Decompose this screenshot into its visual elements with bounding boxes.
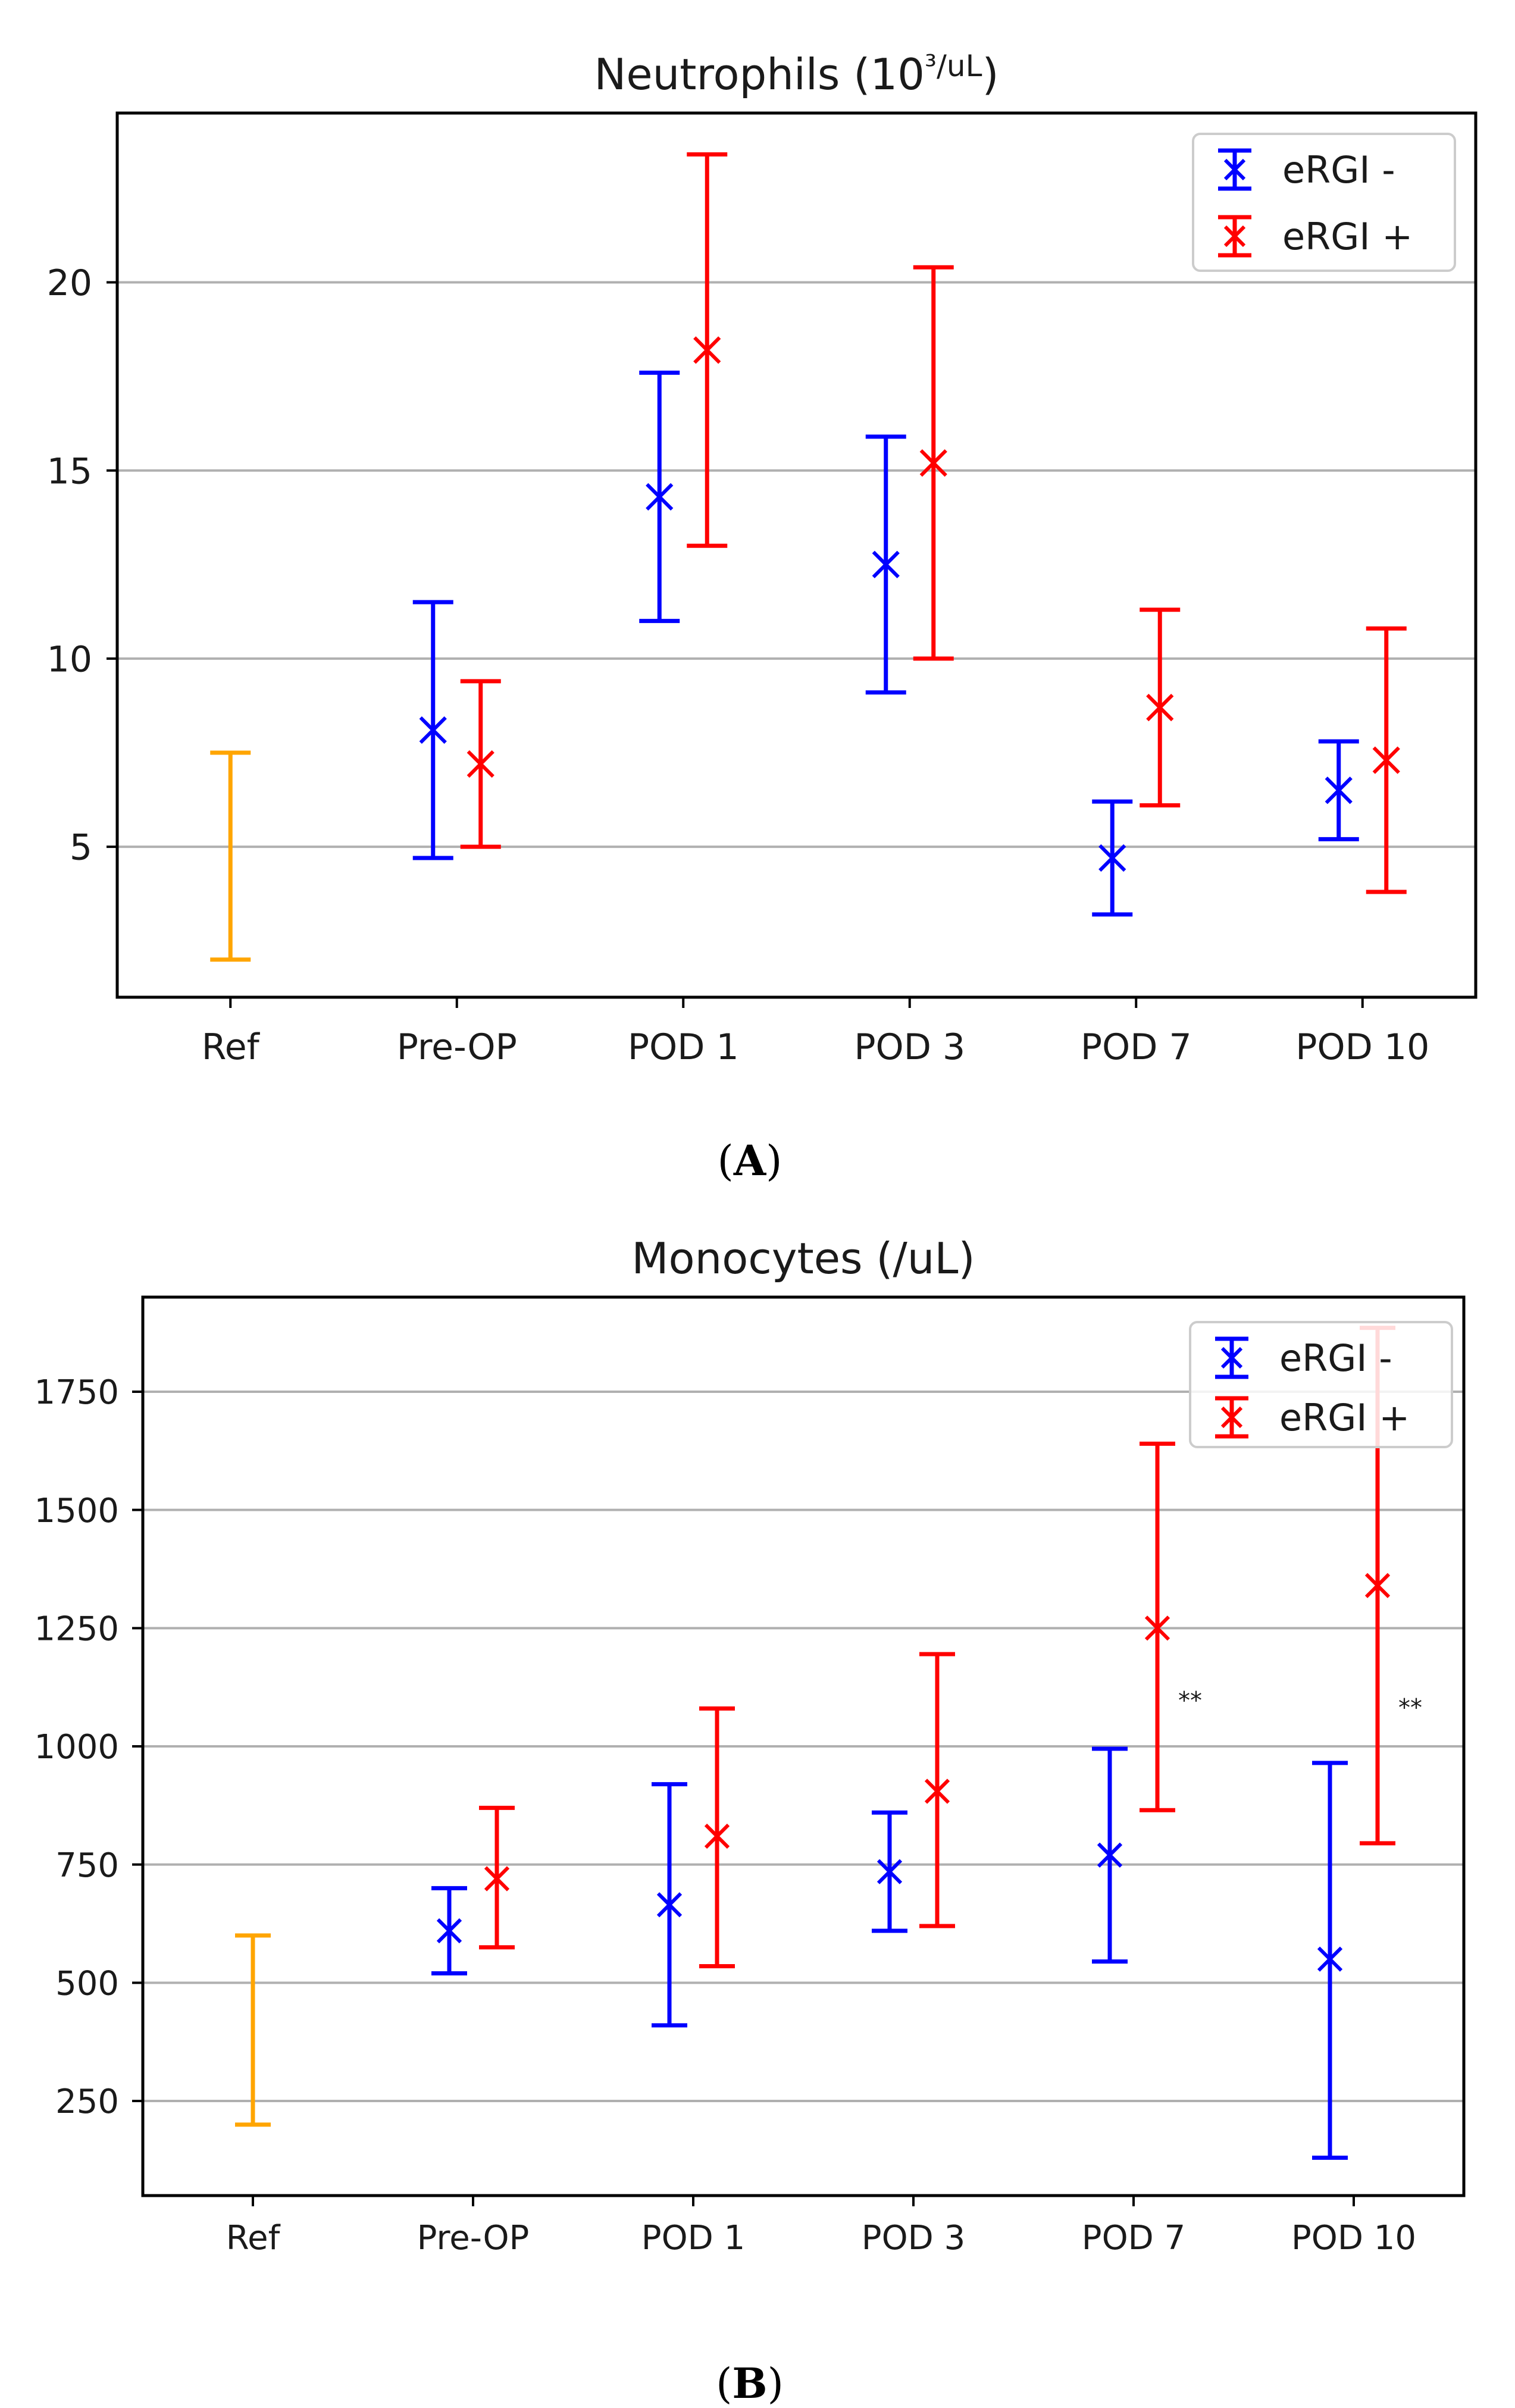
ergi-neg-point-stroke-b <box>1098 844 1126 872</box>
ergi-pos-point <box>1372 746 1400 774</box>
ergi-neg-point <box>877 1859 903 1884</box>
y-tick-label: 5 <box>70 827 92 869</box>
x-tick-label: POD 10 <box>1291 2219 1416 2257</box>
plot-frame <box>141 1295 1466 2197</box>
ergi-neg-point <box>436 1918 462 1944</box>
x-tick-label: POD 3 <box>862 2219 965 2257</box>
y-tick-label: 1250 <box>34 1609 119 1648</box>
ergi-neg-point-stroke-b <box>877 1859 903 1884</box>
caption-close: ) <box>768 2359 784 2408</box>
chart-title: Neutrophils (10³/uL) <box>594 49 998 99</box>
ergi-neg-point-stroke-b <box>646 483 674 511</box>
legend-label: eRGI + <box>1279 1396 1410 1439</box>
y-tick-label: 250 <box>55 2083 119 2121</box>
x-tick-label: Pre-OP <box>417 2219 530 2257</box>
y-tick-label: 1000 <box>34 1728 119 1767</box>
x-tick-label: POD 1 <box>641 2219 745 2257</box>
chart-title-close: ) <box>982 49 998 99</box>
y-tick-label: 20 <box>47 262 92 304</box>
ergi-pos-point-stroke-b <box>1364 1573 1391 1598</box>
ergi-pos-point-stroke-b <box>1372 746 1400 774</box>
ergi-pos-point-stroke-b <box>484 1866 510 1892</box>
ergi-pos-point <box>693 336 721 364</box>
chart-monocytes: Monocytes (/uL) 250 500 750 1000 1250 1500 1750… <box>34 1233 1466 2408</box>
significance-annotation: ** <box>1398 1694 1422 1721</box>
ergi-pos-point <box>467 750 494 778</box>
plot-frame <box>115 111 1478 999</box>
ergi-neg-point <box>656 1892 683 1918</box>
ergi-pos-point-stroke-b <box>1144 1615 1170 1641</box>
ergi-pos-point-stroke-b <box>1146 693 1174 722</box>
ergi-pos-point-stroke-b <box>693 336 721 364</box>
ergi-neg-point-stroke-b <box>656 1892 683 1918</box>
caption-open: ( <box>718 1136 734 1185</box>
ergi-pos-point-stroke-b <box>704 1823 730 1849</box>
ergi-pos-point <box>484 1866 510 1892</box>
chart-neutrophils: Neutrophils (10³/uL) 5 10 15 20 Ref Pre-OP POD … <box>47 49 1478 1185</box>
x-tick-label: POD 3 <box>854 1026 965 1068</box>
y-tick-label: 15 <box>47 450 92 492</box>
y-tick-label: 500 <box>55 1965 119 2003</box>
ergi-neg-point-stroke-b <box>419 716 447 744</box>
ergi-neg-point <box>419 716 447 744</box>
x-tick-label: Ref <box>226 2219 281 2257</box>
ergi-neg-point-stroke-b <box>1325 776 1353 804</box>
x-tick-label: POD 1 <box>628 1026 739 1068</box>
ergi-neg-point-stroke-b <box>872 550 900 578</box>
ergi-neg-point-stroke-b <box>1317 1946 1343 1972</box>
caption-letter: B <box>732 2359 767 2408</box>
ergi-neg-point <box>1097 1842 1123 1868</box>
y-tick-label: 10 <box>47 638 92 680</box>
caption-close: ) <box>766 1136 782 1185</box>
ergi-neg-point <box>872 550 900 578</box>
panel-caption: (A) <box>718 1136 782 1185</box>
ergi-pos-point-stroke-b <box>467 750 494 778</box>
ergi-pos-point-stroke-b <box>924 1778 950 1804</box>
chart-title-text: Monocytes (/uL) <box>631 1233 975 1283</box>
legend-label: eRGI - <box>1279 1336 1392 1380</box>
legend-label: eRGI - <box>1282 148 1395 192</box>
ergi-pos-point <box>924 1778 950 1804</box>
ergi-pos-point <box>1144 1615 1170 1641</box>
ergi-pos-point <box>704 1823 730 1849</box>
legend-swatch-marker <box>1220 1347 1243 1369</box>
y-tick-label: 750 <box>55 1846 119 1885</box>
x-tick-label: POD 7 <box>1081 1026 1192 1068</box>
y-tick-label: 1500 <box>34 1492 119 1530</box>
ergi-pos-point <box>1146 693 1174 722</box>
ergi-neg-point <box>646 483 674 511</box>
x-tick-label: Pre-OP <box>397 1026 517 1068</box>
caption-letter: A <box>733 1136 767 1185</box>
legend-swatch-marker <box>1223 158 1246 181</box>
legend-swatch-marker <box>1223 225 1246 248</box>
legend-box <box>1192 133 1456 272</box>
caption-open: ( <box>716 2359 732 2408</box>
ergi-neg-point-stroke-b <box>1097 1842 1123 1868</box>
chart-title-text: Neutrophils (10 <box>594 49 925 99</box>
ergi-neg-point <box>1098 844 1126 872</box>
x-tick-label: Ref <box>202 1026 261 1068</box>
ergi-neg-point-stroke-b <box>436 1918 462 1944</box>
ergi-neg-point <box>1317 1946 1343 1972</box>
y-tick-label: 1750 <box>34 1373 119 1412</box>
x-tick-label: POD 10 <box>1295 1026 1429 1068</box>
legend-label: eRGI + <box>1282 215 1413 258</box>
ergi-pos-point <box>1364 1573 1391 1598</box>
chart-title: Monocytes (/uL) <box>631 1233 975 1283</box>
ergi-pos-point <box>919 449 947 477</box>
chart-title-superscript: ³/uL <box>925 49 982 83</box>
significance-annotation: ** <box>1178 1687 1202 1714</box>
ergi-neg-point <box>1325 776 1353 804</box>
ergi-pos-point-stroke-b <box>919 449 947 477</box>
legend-box <box>1189 1321 1453 1448</box>
legend-swatch-marker <box>1220 1406 1243 1429</box>
x-tick-label: POD 7 <box>1082 2219 1185 2257</box>
panel-caption: (B) <box>716 2359 784 2408</box>
